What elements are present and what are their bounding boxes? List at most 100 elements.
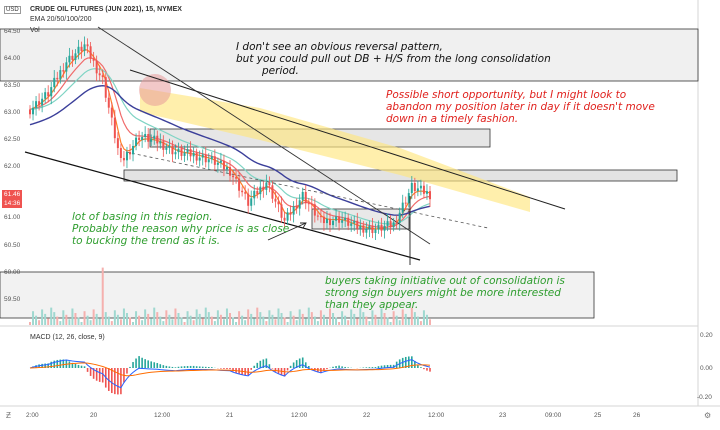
- volume-bar: [344, 316, 346, 325]
- highlight-circle[interactable]: [139, 74, 171, 106]
- macd-histogram-bar: [341, 366, 343, 368]
- volume-bar: [374, 315, 376, 325]
- time-tick: 09:00: [545, 412, 561, 419]
- volume-bar: [74, 313, 76, 325]
- candle-body: [156, 136, 158, 144]
- candle-body: [111, 108, 113, 118]
- volume-bar: [302, 314, 304, 325]
- candle-body: [277, 202, 279, 205]
- candle-body: [153, 136, 155, 139]
- volume-legend[interactable]: Vol: [30, 27, 40, 34]
- candle-body: [214, 156, 216, 165]
- macd-histogram-bar: [223, 368, 225, 369]
- candle-body: [235, 177, 237, 178]
- candle-body: [268, 182, 270, 185]
- candle-body: [326, 219, 328, 223]
- candle-body: [171, 146, 173, 155]
- volume-bar: [44, 314, 46, 325]
- note-buyers[interactable]: buyers taking initiative out of consolid…: [325, 275, 565, 311]
- macd-histogram-bar: [429, 368, 431, 372]
- candle-body: [296, 206, 298, 208]
- macd-tick: -0.20: [697, 394, 712, 401]
- candle-body: [138, 138, 140, 140]
- time-tick: 23: [499, 412, 506, 419]
- symbol-title[interactable]: CRUDE OIL FUTURES (JUN 2021), 15, NYMEX: [30, 6, 182, 13]
- volume-bar: [120, 319, 122, 325]
- candle-body: [99, 73, 101, 75]
- macd-legend[interactable]: MACD (12, 26, close, 9): [30, 334, 105, 341]
- macd-histogram-bar: [169, 366, 171, 368]
- volume-bar: [168, 315, 170, 325]
- volume-bar: [323, 315, 325, 325]
- volume-bar: [377, 319, 379, 325]
- volume-bar: [117, 315, 119, 325]
- note-basing[interactable]: lot of basing in this region. Probably t…: [72, 211, 289, 247]
- volume-bar: [426, 315, 428, 325]
- candle-body: [177, 149, 179, 152]
- candle-body: [423, 186, 425, 194]
- candle-body: [44, 92, 46, 99]
- note-top[interactable]: I don't see an obvious reversal pattern,…: [236, 41, 551, 77]
- candle-body: [241, 191, 243, 192]
- volume-bar: [326, 319, 328, 325]
- candle-body: [384, 226, 386, 231]
- note-red[interactable]: Possible short opportunity, but I might …: [386, 89, 655, 125]
- volume-bar: [220, 315, 222, 325]
- chart-settings-icon[interactable]: ⚙: [704, 411, 711, 420]
- candle-body: [202, 155, 204, 158]
- candle-body: [314, 204, 316, 215]
- volume-bar: [62, 310, 64, 325]
- macd-histogram-bar: [372, 367, 374, 368]
- macd-histogram-bar: [202, 367, 204, 368]
- volume-bar: [290, 311, 292, 325]
- candle-body: [408, 193, 410, 203]
- volume-bar: [247, 309, 249, 325]
- macd-histogram-bar: [208, 367, 210, 368]
- macd-histogram-bar: [87, 368, 89, 372]
- macd-histogram-bar: [117, 368, 119, 394]
- candle-body: [117, 138, 119, 148]
- candle-body: [196, 153, 198, 161]
- volume-bar: [102, 268, 104, 325]
- macd-histogram-bar: [199, 366, 201, 368]
- goto-date-icon[interactable]: Ƶ: [6, 411, 11, 420]
- volume-bar: [238, 311, 240, 325]
- macd-histogram-bar: [326, 368, 328, 369]
- candle-body: [390, 221, 392, 227]
- volume-bar: [38, 320, 40, 325]
- volume-bar: [281, 313, 283, 325]
- candle-body: [81, 47, 83, 51]
- macd-histogram-bar: [311, 368, 313, 369]
- macd-histogram-bar: [299, 359, 301, 368]
- volume-bar: [114, 310, 116, 325]
- time-tick: 12:00: [154, 412, 170, 419]
- candle-body: [335, 216, 337, 220]
- volume-bar: [181, 318, 183, 326]
- candle-body: [381, 225, 383, 231]
- volume-bar: [265, 321, 267, 325]
- candle-body: [181, 149, 183, 156]
- countdown-badge: 14:36: [2, 199, 22, 208]
- volume-bar: [308, 308, 310, 325]
- volume-bar: [150, 318, 152, 325]
- volume-bar: [41, 309, 43, 325]
- volume-bar: [174, 309, 176, 326]
- candle-body: [274, 199, 276, 202]
- volume-bar: [299, 309, 301, 325]
- volume-bar: [184, 322, 186, 325]
- candle-body: [41, 99, 43, 106]
- volume-bar: [271, 315, 273, 325]
- ema-legend[interactable]: EMA 20/50/100/200: [30, 16, 92, 23]
- candle-body: [47, 92, 49, 96]
- volume-bar: [332, 313, 334, 325]
- note-line: strong sign buyers might be more interes…: [325, 287, 565, 299]
- candle-body: [29, 109, 31, 114]
- time-tick: 25: [594, 412, 601, 419]
- macd-histogram-bar: [411, 356, 413, 368]
- note-line: down in a timely fashion.: [386, 113, 655, 125]
- candle-body: [238, 179, 240, 191]
- volume-bar: [393, 311, 395, 325]
- candle-body: [323, 217, 325, 223]
- price-tick: 64.50: [4, 28, 20, 35]
